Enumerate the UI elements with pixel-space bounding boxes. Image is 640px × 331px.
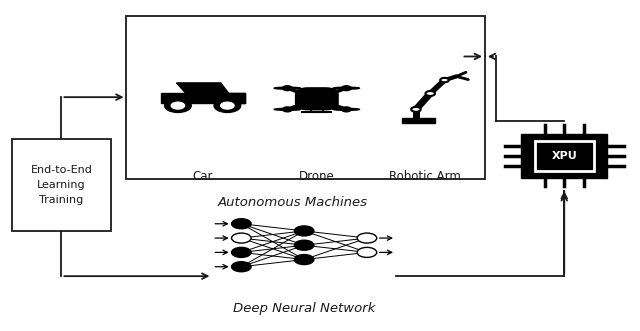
Ellipse shape (275, 87, 300, 89)
Circle shape (294, 255, 314, 264)
Circle shape (342, 107, 351, 112)
Circle shape (232, 247, 251, 258)
Bar (535, 141, 593, 171)
Circle shape (342, 86, 351, 91)
Bar (521, 134, 607, 178)
Circle shape (426, 91, 435, 96)
Bar (402, 118, 435, 123)
Circle shape (164, 99, 191, 113)
Circle shape (232, 233, 251, 243)
Circle shape (294, 240, 314, 250)
Circle shape (294, 226, 314, 236)
Polygon shape (161, 93, 244, 103)
Polygon shape (177, 83, 228, 93)
Circle shape (172, 102, 184, 109)
Text: XPU: XPU (552, 151, 577, 161)
Circle shape (232, 219, 251, 229)
Circle shape (357, 233, 377, 243)
Ellipse shape (275, 108, 300, 110)
Circle shape (412, 107, 420, 112)
FancyBboxPatch shape (296, 88, 338, 110)
Text: End-to-End
Learning
Training: End-to-End Learning Training (31, 165, 92, 205)
Circle shape (232, 262, 251, 272)
Bar (127, 16, 485, 178)
Circle shape (283, 107, 292, 112)
Circle shape (214, 99, 241, 113)
Text: Robotic Arm: Robotic Arm (388, 170, 461, 183)
Text: Drone: Drone (299, 170, 335, 183)
Polygon shape (228, 93, 244, 103)
Circle shape (357, 247, 377, 258)
Bar (12, 139, 111, 231)
Circle shape (221, 102, 234, 109)
Text: Autonomous Machines: Autonomous Machines (218, 196, 368, 210)
Text: Car: Car (193, 170, 213, 183)
Ellipse shape (333, 108, 360, 110)
Circle shape (440, 78, 449, 82)
Text: Deep Neural Network: Deep Neural Network (233, 302, 375, 315)
Circle shape (283, 86, 292, 91)
Ellipse shape (333, 87, 360, 89)
